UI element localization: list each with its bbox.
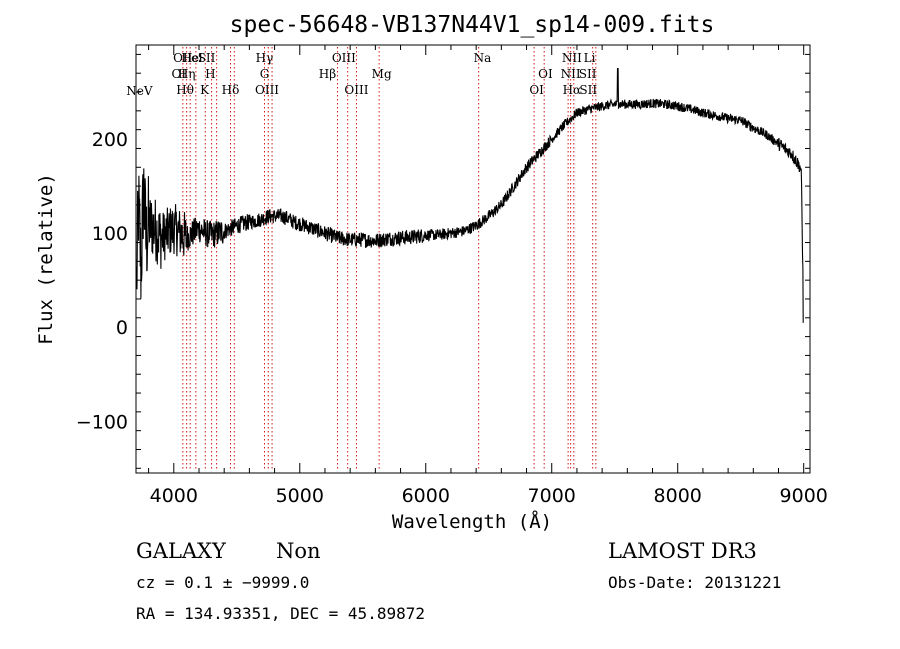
x-axis-label: Wavelength (Å) [392, 510, 552, 533]
line-label: K [200, 83, 210, 97]
chart-title: spec-56648-VB137N44V1_sp14-009.fits [230, 12, 715, 38]
emission-line-markers [182, 47, 597, 471]
spectrum-line [136, 67, 804, 324]
y-tick-label: 0 [116, 317, 128, 339]
survey-name: LAMOST DR3 [608, 539, 757, 563]
line-label: Hη [178, 67, 196, 81]
y-tick-label: 200 [92, 129, 128, 151]
line-label: OI [529, 83, 544, 97]
line-label: H [205, 67, 215, 81]
x-tick-label: 7000 [528, 485, 576, 507]
line-label: Na [474, 51, 492, 65]
line-label: Mg [372, 67, 392, 81]
x-tick-label: 5000 [276, 485, 324, 507]
y-tick-label: 100 [92, 223, 128, 245]
line-label: G [260, 67, 270, 81]
line-label: OIII [255, 83, 279, 97]
x-tick-label: 8000 [654, 485, 702, 507]
line-label: OI [172, 67, 187, 81]
line-label: SII [198, 51, 216, 65]
line-label: OI [538, 67, 553, 81]
line-label: Li [584, 51, 596, 65]
x-tick-label: 4000 [150, 485, 198, 507]
line-label: Hγ [256, 51, 274, 65]
line-label: Hθ [176, 83, 194, 97]
x-tick-label: 9000 [780, 485, 828, 507]
line-label: Hα [563, 83, 582, 97]
line-label: Hδ [222, 83, 240, 97]
axes-ticks: 4000 5000 6000 7000 8000 9000 −100 0 100 200 [76, 45, 828, 507]
y-tick-label: −100 [76, 411, 128, 433]
object-subclass: Non [276, 539, 321, 563]
line-label: Hβ [319, 67, 336, 81]
line-label: NII [562, 51, 582, 65]
coordinates: RA = 134.93351, DEC = 45.89872 [136, 604, 425, 623]
line-label: NII [561, 67, 581, 81]
y-axis-label: Flux (relative) [35, 173, 57, 345]
line-label: NeV [126, 84, 153, 98]
line-label: OII [173, 51, 193, 65]
obs-date: Obs-Date: 20131221 [608, 573, 781, 592]
line-label: SII [579, 67, 597, 81]
plot-frame [135, 44, 811, 474]
line-label: OIII [344, 83, 368, 97]
object-class: GALAXY [136, 539, 227, 563]
redshift-info: cz = 0.1 ± −9999.0 [136, 573, 309, 592]
line-label: SII [579, 83, 597, 97]
line-label: He [181, 51, 199, 65]
line-label: OIII [332, 51, 356, 65]
line-label: eI [191, 51, 203, 65]
x-tick-label: 6000 [402, 485, 450, 507]
